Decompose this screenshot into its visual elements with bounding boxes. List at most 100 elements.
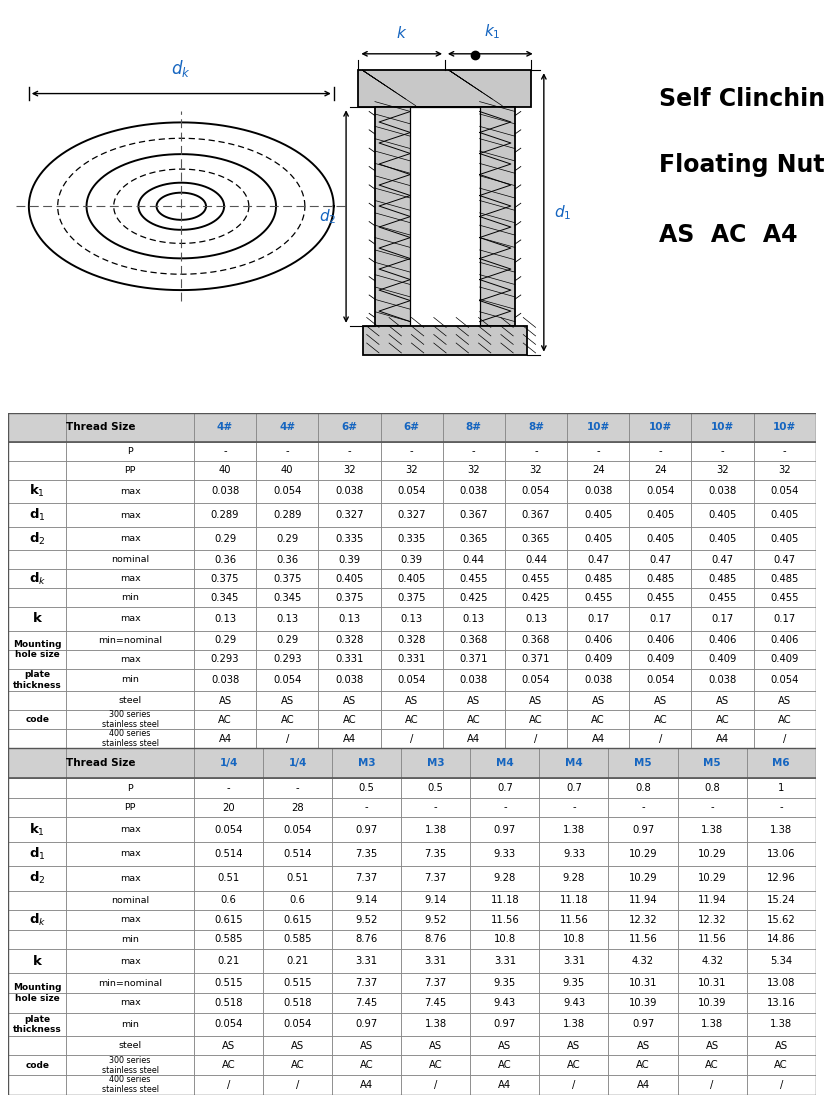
Text: 3.31: 3.31 xyxy=(494,956,516,966)
Bar xyxy=(332,866,401,891)
Text: A4: A4 xyxy=(343,734,356,744)
Text: 0.29: 0.29 xyxy=(214,636,236,646)
Text: 9.52: 9.52 xyxy=(355,915,378,925)
Bar xyxy=(381,711,442,729)
Bar xyxy=(677,1012,747,1036)
Text: AC: AC xyxy=(405,715,419,725)
Text: 0.289: 0.289 xyxy=(273,510,302,520)
Text: A4: A4 xyxy=(499,1080,512,1090)
Text: -: - xyxy=(472,447,475,456)
Bar xyxy=(754,412,816,442)
Text: AC: AC xyxy=(653,715,667,725)
Bar xyxy=(381,570,442,589)
Bar xyxy=(381,503,442,527)
Text: 1/4: 1/4 xyxy=(288,758,307,768)
Bar xyxy=(442,588,505,607)
Bar xyxy=(194,817,263,842)
Text: AS: AS xyxy=(343,695,356,706)
Bar xyxy=(194,842,263,866)
Text: 0.054: 0.054 xyxy=(214,1020,243,1030)
Text: 11.56: 11.56 xyxy=(698,934,727,944)
Text: PP: PP xyxy=(124,803,136,812)
Text: 0.13: 0.13 xyxy=(276,614,298,624)
Text: -: - xyxy=(434,803,438,813)
Bar xyxy=(401,910,471,930)
Text: AS: AS xyxy=(360,1041,373,1050)
Bar xyxy=(8,1075,194,1094)
Text: min: min xyxy=(121,675,139,684)
Bar xyxy=(747,748,816,779)
Text: AC: AC xyxy=(636,1060,650,1070)
Text: 0.375: 0.375 xyxy=(397,593,426,603)
Bar xyxy=(318,503,381,527)
Text: 0.6: 0.6 xyxy=(290,895,306,905)
Bar xyxy=(691,503,754,527)
Text: min: min xyxy=(121,935,139,944)
Bar xyxy=(677,910,747,930)
Text: 0.13: 0.13 xyxy=(339,614,360,624)
Text: min=nominal: min=nominal xyxy=(98,979,162,988)
Bar xyxy=(567,650,630,669)
Bar xyxy=(677,748,747,779)
Bar xyxy=(505,570,567,589)
Bar xyxy=(263,1056,332,1075)
Text: 0.21: 0.21 xyxy=(287,956,309,966)
Text: 9.33: 9.33 xyxy=(494,849,516,859)
Bar xyxy=(630,630,691,650)
Text: 0.054: 0.054 xyxy=(646,486,675,496)
Text: 0.038: 0.038 xyxy=(709,675,737,685)
Bar xyxy=(747,842,816,866)
Bar xyxy=(8,630,194,650)
Text: 0.327: 0.327 xyxy=(335,510,363,520)
Text: 0.5: 0.5 xyxy=(428,783,443,793)
Bar xyxy=(608,974,677,993)
Bar xyxy=(263,993,332,1012)
Bar xyxy=(194,691,256,711)
Text: 0.485: 0.485 xyxy=(584,574,612,584)
Text: 0.406: 0.406 xyxy=(646,636,675,646)
Text: 400 series
stainless steel: 400 series stainless steel xyxy=(101,729,159,748)
Polygon shape xyxy=(375,108,410,326)
Text: max: max xyxy=(119,849,141,858)
Bar xyxy=(691,461,754,480)
Bar xyxy=(318,607,381,630)
Text: 0.6: 0.6 xyxy=(221,895,236,905)
Text: Mounting
hole size: Mounting hole size xyxy=(13,640,62,659)
Bar xyxy=(747,1056,816,1075)
Text: 0.29: 0.29 xyxy=(276,636,298,646)
Text: 0.405: 0.405 xyxy=(646,510,675,520)
Bar xyxy=(8,891,194,910)
Text: 0.97: 0.97 xyxy=(356,825,378,835)
Text: 7.37: 7.37 xyxy=(424,873,447,883)
Text: 0.585: 0.585 xyxy=(283,934,311,944)
Bar xyxy=(263,891,332,910)
Bar xyxy=(318,570,381,589)
Text: 0.054: 0.054 xyxy=(214,825,243,835)
Bar xyxy=(677,817,747,842)
Bar xyxy=(263,930,332,949)
Text: AS: AS xyxy=(291,1041,304,1050)
Bar xyxy=(194,729,256,748)
Text: max: max xyxy=(119,999,141,1008)
Polygon shape xyxy=(410,108,480,326)
Text: 40: 40 xyxy=(281,465,293,475)
Text: 7.35: 7.35 xyxy=(424,849,447,859)
Text: 7.37: 7.37 xyxy=(356,873,378,883)
Text: 0.47: 0.47 xyxy=(587,554,609,565)
Text: 0.97: 0.97 xyxy=(494,1020,516,1030)
Bar xyxy=(747,993,816,1012)
Text: AS: AS xyxy=(778,695,791,706)
Bar xyxy=(401,891,471,910)
Bar xyxy=(540,748,608,779)
Bar xyxy=(677,949,747,974)
Text: AS: AS xyxy=(281,695,294,706)
Text: 20: 20 xyxy=(222,803,235,813)
Text: AS: AS xyxy=(499,1041,512,1050)
Text: Self Clinching: Self Clinching xyxy=(659,87,824,111)
Bar xyxy=(332,949,401,974)
Text: 0.054: 0.054 xyxy=(283,1020,311,1030)
Text: 40: 40 xyxy=(219,465,232,475)
Text: 0.485: 0.485 xyxy=(646,574,675,584)
Text: 0.13: 0.13 xyxy=(214,614,236,624)
Text: AS: AS xyxy=(467,695,480,706)
